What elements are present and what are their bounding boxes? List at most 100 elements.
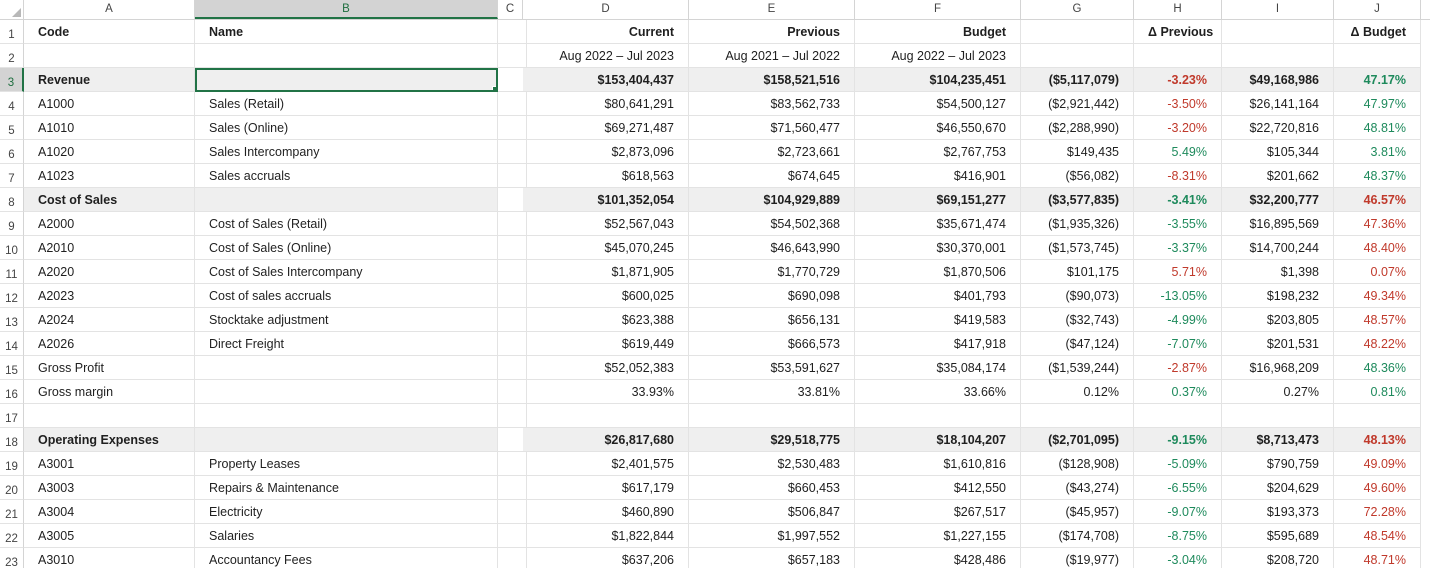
delta-budget-pct-cell[interactable]: 48.40%: [1334, 236, 1421, 260]
empty-cell[interactable]: [498, 116, 527, 140]
code-cell[interactable]: A2000: [24, 212, 195, 236]
delta-previous-cell[interactable]: ($1,573,745): [1021, 236, 1134, 260]
previous-cell[interactable]: $104,929,889: [689, 188, 855, 212]
budget-cell[interactable]: $35,084,174: [855, 356, 1021, 380]
empty-cell[interactable]: [498, 164, 527, 188]
delta-budget-cell[interactable]: $595,689: [1222, 524, 1334, 548]
delta-previous-pct-cell[interactable]: [1134, 404, 1222, 428]
delta-budget-pct-cell[interactable]: [1334, 404, 1421, 428]
current-cell[interactable]: 33.93%: [523, 380, 689, 404]
current-cell[interactable]: $69,271,487: [523, 116, 689, 140]
delta-previous-pct-cell[interactable]: -8.75%: [1134, 524, 1222, 548]
delta-previous-pct-cell[interactable]: -6.55%: [1134, 476, 1222, 500]
period-cell[interactable]: [1334, 44, 1421, 68]
delta-previous-cell[interactable]: $149,435: [1021, 140, 1134, 164]
delta-budget-pct-cell[interactable]: 49.34%: [1334, 284, 1421, 308]
name-cell[interactable]: Cost of Sales (Online): [195, 236, 498, 260]
row-header[interactable]: 17: [0, 404, 24, 428]
previous-cell[interactable]: $1,997,552: [689, 524, 855, 548]
current-cell[interactable]: $80,641,291: [523, 92, 689, 116]
column-header-f[interactable]: F: [855, 0, 1021, 19]
previous-cell[interactable]: 33.81%: [689, 380, 855, 404]
delta-previous-pct-cell[interactable]: -2.87%: [1134, 356, 1222, 380]
delta-previous-pct-cell[interactable]: 5.49%: [1134, 140, 1222, 164]
delta-previous-pct-cell[interactable]: -3.23%: [1134, 68, 1222, 92]
budget-cell[interactable]: $1,227,155: [855, 524, 1021, 548]
column-title-cell[interactable]: Δ Previous: [1134, 20, 1222, 44]
row-header[interactable]: 23: [0, 548, 24, 568]
delta-previous-cell[interactable]: ($47,124): [1021, 332, 1134, 356]
period-cell[interactable]: Aug 2021 – Jul 2022: [689, 44, 855, 68]
code-cell[interactable]: A3004: [24, 500, 195, 524]
previous-cell[interactable]: $2,723,661: [689, 140, 855, 164]
name-cell[interactable]: [195, 188, 498, 212]
column-title-cell[interactable]: Name: [195, 20, 498, 44]
previous-cell[interactable]: $690,098: [689, 284, 855, 308]
empty-cell[interactable]: [498, 140, 527, 164]
delta-previous-cell[interactable]: ($2,288,990): [1021, 116, 1134, 140]
delta-previous-cell[interactable]: ($45,957): [1021, 500, 1134, 524]
delta-previous-pct-cell[interactable]: -9.15%: [1134, 428, 1222, 452]
delta-budget-pct-cell[interactable]: 72.28%: [1334, 500, 1421, 524]
current-cell[interactable]: $52,567,043: [523, 212, 689, 236]
period-cell[interactable]: [195, 44, 498, 68]
current-cell[interactable]: $45,070,245: [523, 236, 689, 260]
delta-budget-cell[interactable]: $16,968,209: [1222, 356, 1334, 380]
delta-previous-pct-cell[interactable]: -8.31%: [1134, 164, 1222, 188]
code-cell[interactable]: A1000: [24, 92, 195, 116]
budget-cell[interactable]: $416,901: [855, 164, 1021, 188]
delta-previous-cell[interactable]: ($32,743): [1021, 308, 1134, 332]
current-cell[interactable]: $1,871,905: [523, 260, 689, 284]
previous-cell[interactable]: $46,643,990: [689, 236, 855, 260]
name-cell[interactable]: Stocktake adjustment: [195, 308, 498, 332]
period-cell[interactable]: [1134, 44, 1222, 68]
row-header[interactable]: 15: [0, 356, 24, 380]
column-title-cell[interactable]: Previous: [689, 20, 855, 44]
name-cell[interactable]: Property Leases: [195, 452, 498, 476]
budget-cell[interactable]: $428,486: [855, 548, 1021, 568]
previous-cell[interactable]: $674,645: [689, 164, 855, 188]
delta-previous-cell[interactable]: ($2,701,095): [1021, 428, 1134, 452]
current-cell[interactable]: $617,179: [523, 476, 689, 500]
budget-cell[interactable]: $417,918: [855, 332, 1021, 356]
budget-cell[interactable]: $419,583: [855, 308, 1021, 332]
column-title-cell[interactable]: [1021, 20, 1134, 44]
column-header-j[interactable]: J: [1334, 0, 1421, 19]
delta-budget-pct-cell[interactable]: 48.71%: [1334, 548, 1421, 568]
delta-previous-cell[interactable]: ($43,274): [1021, 476, 1134, 500]
delta-budget-cell[interactable]: $790,759: [1222, 452, 1334, 476]
delta-budget-pct-cell[interactable]: 48.37%: [1334, 164, 1421, 188]
row-header[interactable]: 19: [0, 452, 24, 476]
empty-cell[interactable]: [498, 212, 527, 236]
delta-budget-pct-cell[interactable]: 47.17%: [1334, 68, 1421, 92]
delta-budget-cell[interactable]: $204,629: [1222, 476, 1334, 500]
delta-previous-cell[interactable]: ($19,977): [1021, 548, 1134, 568]
code-cell[interactable]: Gross margin: [24, 380, 195, 404]
budget-cell[interactable]: $54,500,127: [855, 92, 1021, 116]
empty-cell[interactable]: [498, 404, 527, 428]
empty-cell[interactable]: [498, 308, 527, 332]
delta-previous-cell[interactable]: ($1,539,244): [1021, 356, 1134, 380]
column-header-d[interactable]: D: [523, 0, 689, 19]
code-cell[interactable]: A2024: [24, 308, 195, 332]
code-cell[interactable]: A1010: [24, 116, 195, 140]
delta-previous-pct-cell[interactable]: -9.07%: [1134, 500, 1222, 524]
previous-cell[interactable]: $53,591,627: [689, 356, 855, 380]
current-cell[interactable]: [523, 404, 689, 428]
row-header[interactable]: 13: [0, 308, 24, 332]
delta-budget-pct-cell[interactable]: 3.81%: [1334, 140, 1421, 164]
previous-cell[interactable]: $158,521,516: [689, 68, 855, 92]
delta-previous-pct-cell[interactable]: -7.07%: [1134, 332, 1222, 356]
select-all-corner[interactable]: [0, 0, 24, 19]
name-cell[interactable]: Cost of Sales (Retail): [195, 212, 498, 236]
column-title-cell[interactable]: [498, 20, 527, 44]
delta-previous-pct-cell[interactable]: -4.99%: [1134, 308, 1222, 332]
delta-budget-pct-cell[interactable]: 48.13%: [1334, 428, 1421, 452]
delta-budget-cell[interactable]: $1,398: [1222, 260, 1334, 284]
delta-budget-cell[interactable]: $198,232: [1222, 284, 1334, 308]
delta-previous-cell[interactable]: ($3,577,835): [1021, 188, 1134, 212]
period-cell[interactable]: Aug 2022 – Jul 2023: [523, 44, 689, 68]
budget-cell[interactable]: $401,793: [855, 284, 1021, 308]
previous-cell[interactable]: $506,847: [689, 500, 855, 524]
name-cell[interactable]: Sales accruals: [195, 164, 498, 188]
